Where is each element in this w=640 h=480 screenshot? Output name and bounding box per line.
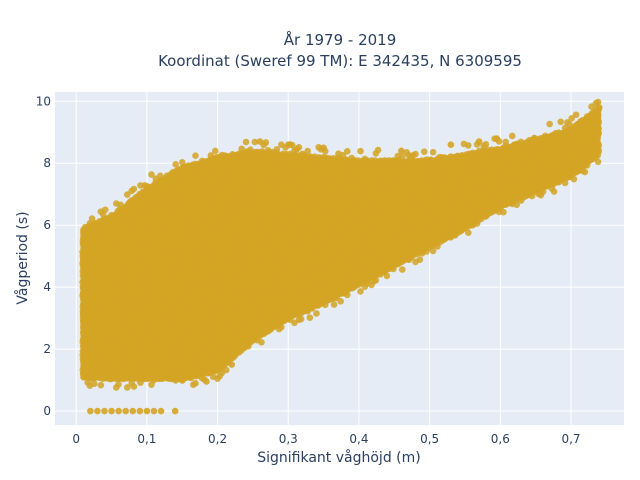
data-point <box>192 380 199 387</box>
data-points <box>79 98 603 415</box>
data-point <box>130 185 138 193</box>
data-point <box>97 381 105 389</box>
data-point <box>192 152 199 159</box>
chart-title-line1: År 1979 - 2019 <box>284 30 397 49</box>
data-point <box>115 381 122 388</box>
chart-title-line2: Koordinat (Sweref 99 TM): E 342435, N 63… <box>158 52 522 70</box>
data-point <box>101 206 109 214</box>
data-point <box>203 378 210 385</box>
data-point <box>90 380 98 387</box>
data-point <box>130 383 138 390</box>
